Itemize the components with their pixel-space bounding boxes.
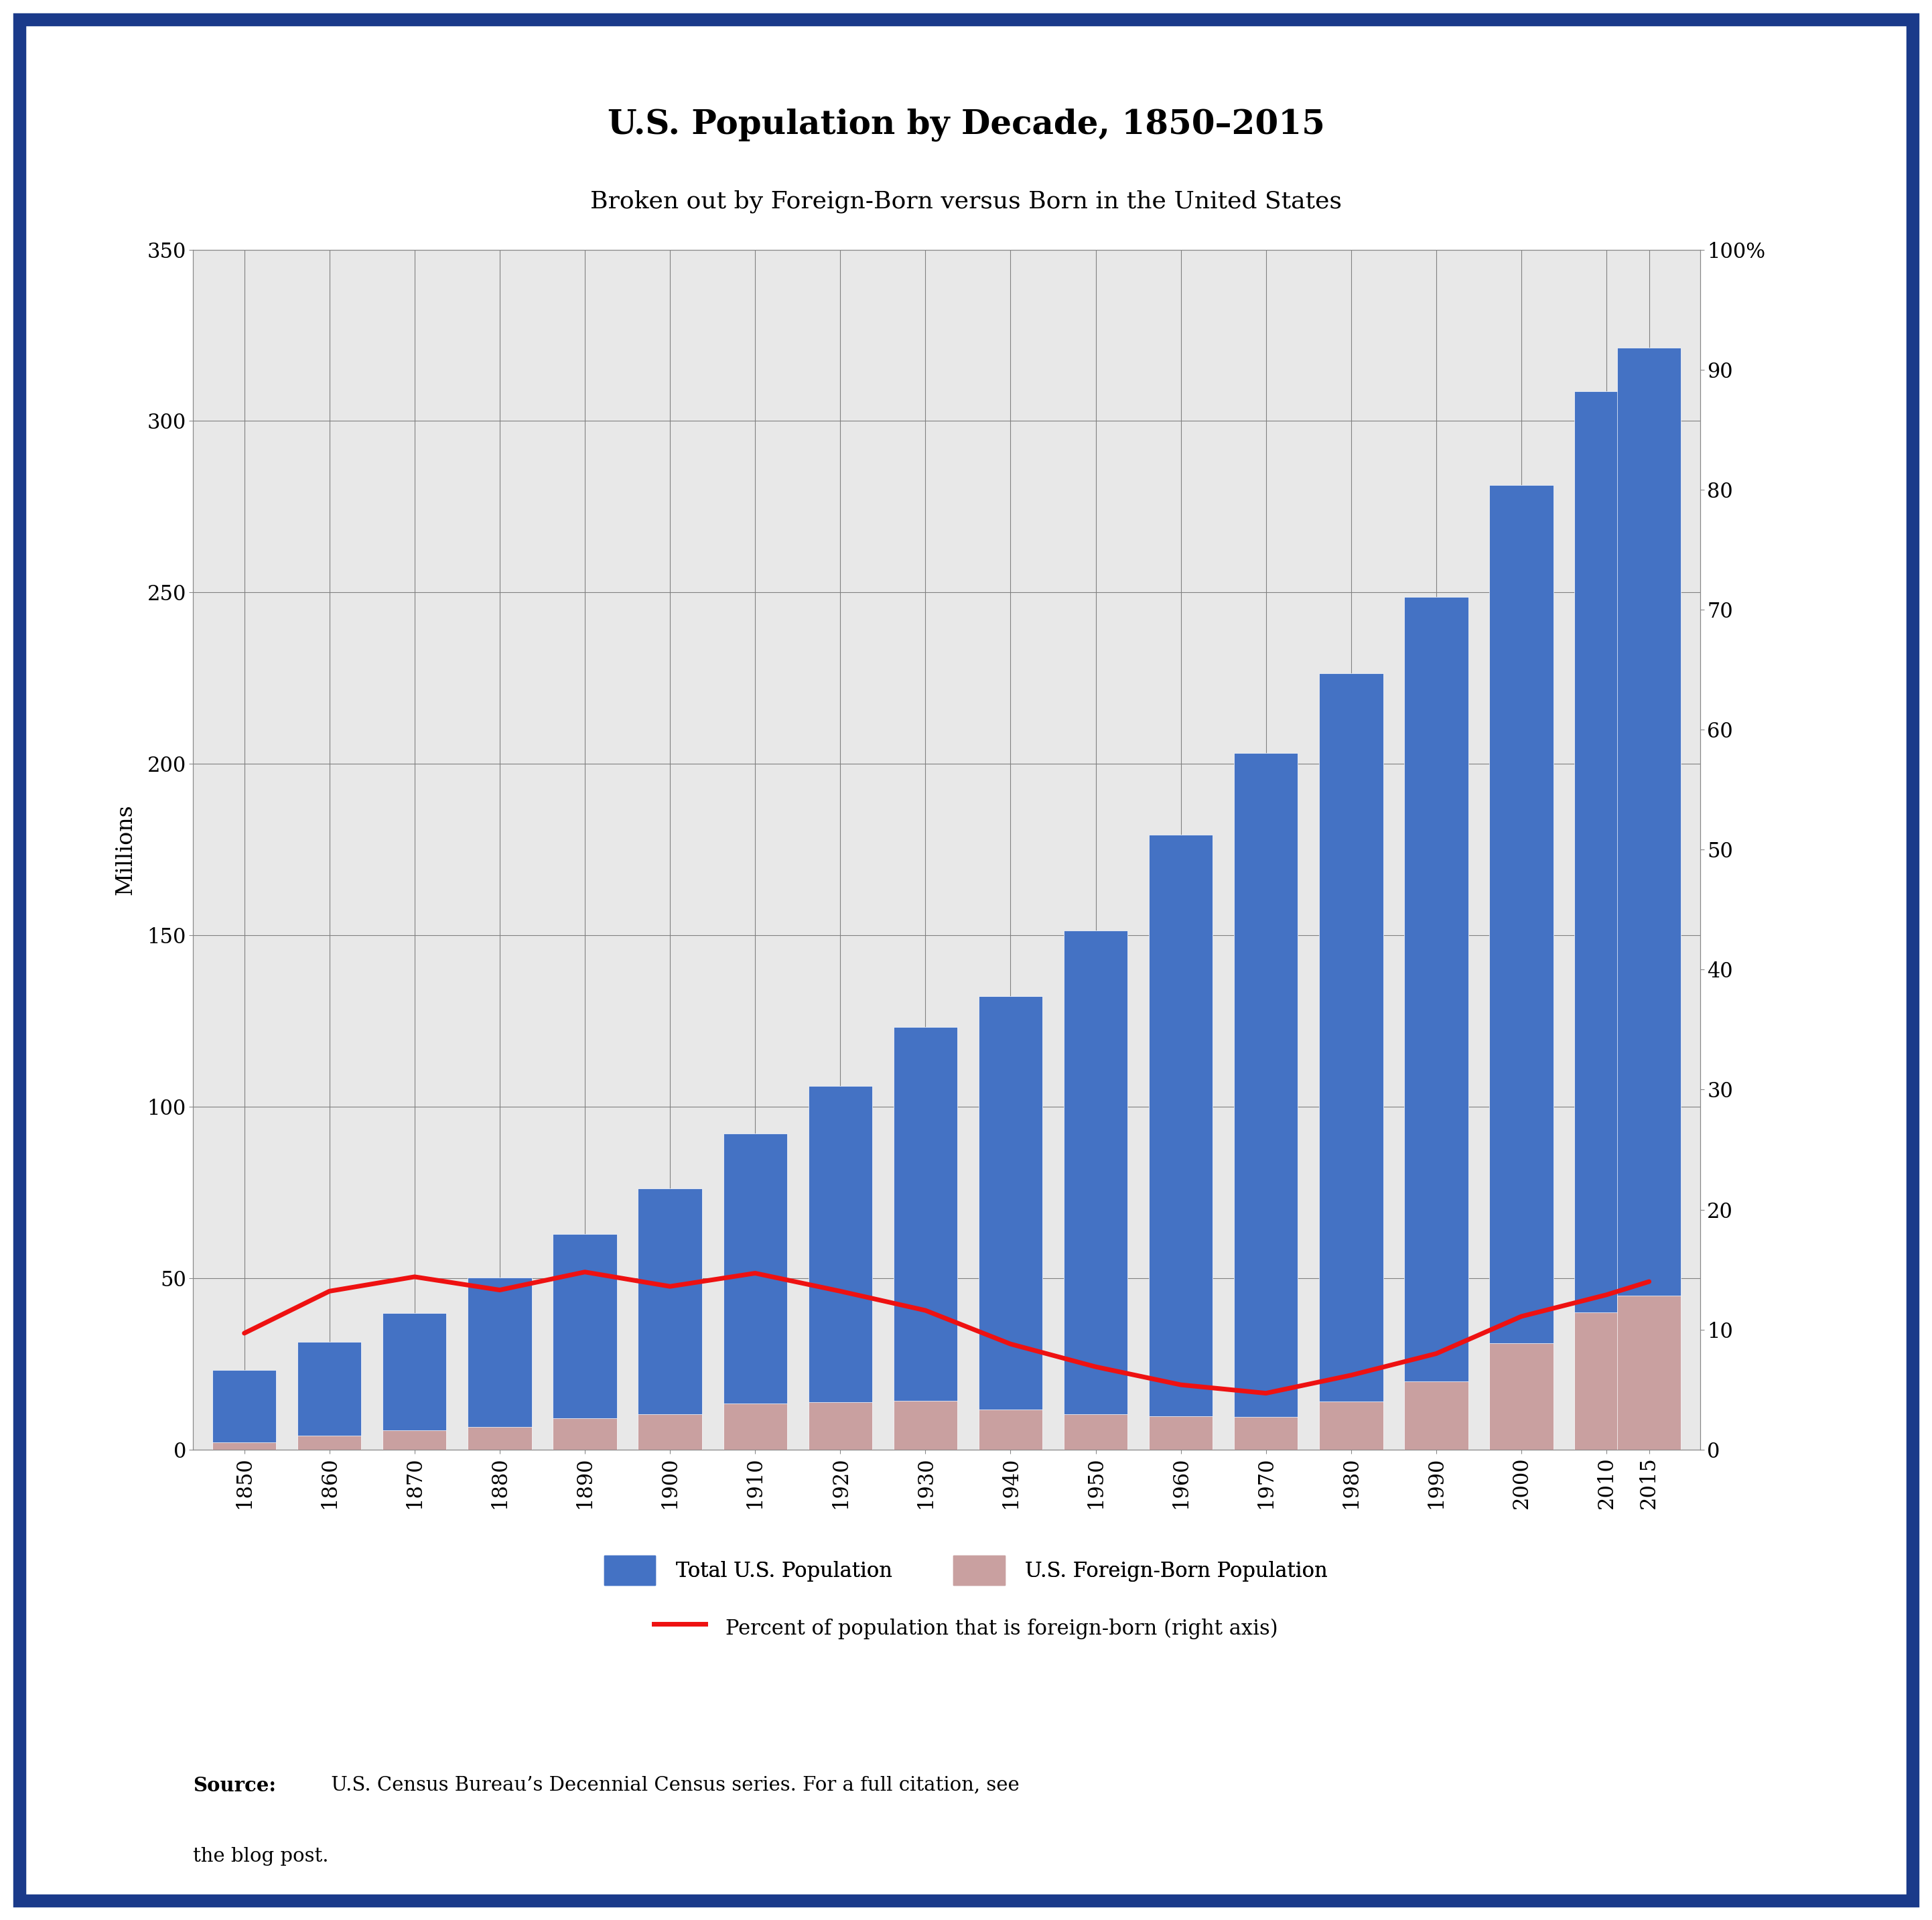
Bar xyxy=(1617,348,1681,1450)
Text: Source:: Source: xyxy=(193,1776,276,1795)
Bar xyxy=(468,1427,531,1450)
Bar xyxy=(468,1277,531,1450)
Percent of population that is foreign-born (right axis) xyxy=(404,1265,427,1288)
Bar xyxy=(1490,486,1553,1450)
Bar xyxy=(1320,1402,1383,1450)
Bar xyxy=(808,1402,871,1450)
Percent of population that is foreign-born (right axis) xyxy=(1254,1382,1277,1405)
Bar xyxy=(723,1133,786,1450)
Bar xyxy=(1490,1342,1553,1450)
Bar xyxy=(808,1087,871,1450)
Percent of population that is foreign-born (right axis) xyxy=(744,1261,767,1284)
Bar xyxy=(1235,753,1298,1450)
Bar xyxy=(893,1027,958,1450)
Percent of population that is foreign-born (right axis) xyxy=(1638,1271,1662,1294)
Text: Broken out by Foreign-Born versus Born in the United States: Broken out by Foreign-Born versus Born i… xyxy=(589,190,1343,213)
Bar xyxy=(298,1342,361,1450)
Percent of population that is foreign-born (right axis) xyxy=(1596,1283,1619,1306)
Bar xyxy=(1617,1296,1681,1450)
Text: U.S. Population by Decade, 1850–2015: U.S. Population by Decade, 1850–2015 xyxy=(607,108,1325,142)
Bar xyxy=(1150,835,1213,1450)
Line: Percent of population that is foreign-born (right axis): Percent of population that is foreign-bo… xyxy=(243,1273,1650,1394)
Percent of population that is foreign-born (right axis) xyxy=(1084,1356,1107,1379)
Bar xyxy=(1575,1313,1638,1450)
Bar xyxy=(893,1402,958,1450)
Bar xyxy=(383,1430,446,1450)
Percent of population that is foreign-born (right axis) xyxy=(1424,1342,1447,1365)
Bar xyxy=(1575,392,1638,1450)
Bar xyxy=(638,1188,701,1450)
Bar xyxy=(383,1313,446,1450)
Bar xyxy=(1405,1382,1468,1450)
Percent of population that is foreign-born (right axis) xyxy=(999,1332,1022,1356)
Bar xyxy=(213,1442,276,1450)
Bar xyxy=(723,1404,786,1450)
Bar xyxy=(1405,597,1468,1450)
Percent of population that is foreign-born (right axis) xyxy=(659,1275,682,1298)
Bar xyxy=(1150,1417,1213,1450)
Percent of population that is foreign-born (right axis) xyxy=(829,1281,852,1304)
Bar xyxy=(1320,674,1383,1450)
Bar xyxy=(553,1419,616,1450)
Percent of population that is foreign-born (right axis) xyxy=(574,1261,597,1284)
Text: the blog post.: the blog post. xyxy=(193,1847,328,1866)
Legend: Total U.S. Population, U.S. Foreign-Born Population: Total U.S. Population, U.S. Foreign-Born… xyxy=(595,1548,1337,1594)
Bar xyxy=(553,1235,616,1450)
Bar xyxy=(1235,1417,1298,1450)
Bar xyxy=(213,1371,276,1450)
Bar xyxy=(1065,1415,1128,1450)
Legend: Percent of population that is foreign-born (right axis): Percent of population that is foreign-bo… xyxy=(645,1605,1287,1651)
Bar xyxy=(980,996,1043,1450)
Bar xyxy=(638,1415,701,1450)
Percent of population that is foreign-born (right axis) xyxy=(1339,1363,1362,1386)
Percent of population that is foreign-born (right axis) xyxy=(232,1321,255,1344)
Percent of population that is foreign-born (right axis) xyxy=(1509,1306,1532,1329)
Text: U.S. Census Bureau’s Decennial Census series. For a full citation, see: U.S. Census Bureau’s Decennial Census se… xyxy=(325,1776,1018,1795)
Bar xyxy=(1065,931,1128,1450)
Bar xyxy=(980,1409,1043,1450)
Y-axis label: Millions: Millions xyxy=(114,804,135,895)
Percent of population that is foreign-born (right axis) xyxy=(914,1300,937,1323)
Percent of population that is foreign-born (right axis) xyxy=(319,1281,342,1304)
Bar xyxy=(298,1436,361,1450)
Percent of population that is foreign-born (right axis) xyxy=(1169,1373,1192,1396)
Percent of population that is foreign-born (right axis) xyxy=(489,1279,512,1302)
